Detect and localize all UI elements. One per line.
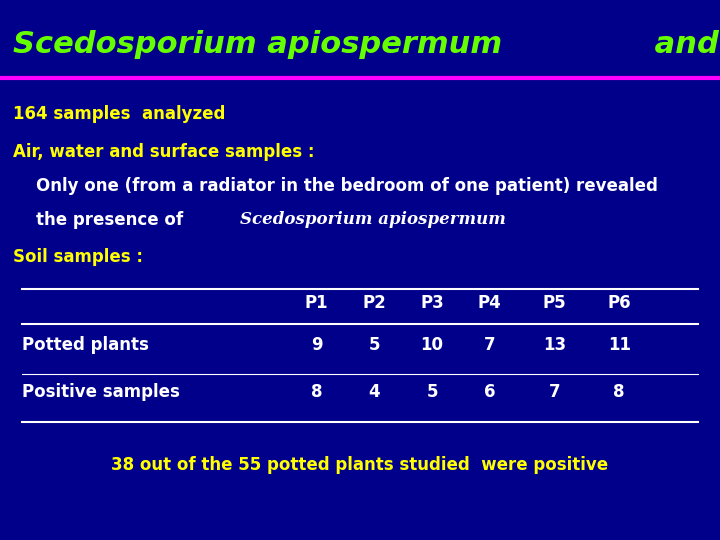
Text: 5: 5 — [426, 383, 438, 401]
Text: P5: P5 — [543, 294, 566, 312]
Text: Scedosporium apiospermum: Scedosporium apiospermum — [240, 211, 505, 227]
Text: 164 samples  analyzed: 164 samples analyzed — [13, 105, 225, 123]
Text: 11: 11 — [608, 336, 631, 354]
Text: Potted plants: Potted plants — [22, 336, 148, 354]
Text: 38 out of the 55 potted plants studied  were positive: 38 out of the 55 potted plants studied w… — [112, 456, 608, 474]
Text: 8: 8 — [613, 383, 625, 401]
Text: P6: P6 — [608, 294, 631, 312]
Text: Soil samples :: Soil samples : — [13, 248, 143, 266]
Text: Scedosporium apiospermum: Scedosporium apiospermum — [13, 30, 502, 59]
Text: Only one (from a radiator in the bedroom of one patient) revealed: Only one (from a radiator in the bedroom… — [13, 177, 658, 195]
Text: and cystic fibrosis: and cystic fibrosis — [644, 30, 720, 59]
Text: 13: 13 — [543, 336, 566, 354]
Text: Positive samples: Positive samples — [22, 383, 179, 401]
Text: P4: P4 — [478, 294, 501, 312]
Text: 4: 4 — [369, 383, 380, 401]
Text: Air, water and surface samples :: Air, water and surface samples : — [13, 143, 315, 161]
Text: P3: P3 — [420, 294, 444, 312]
Text: 8: 8 — [311, 383, 323, 401]
Text: P2: P2 — [363, 294, 386, 312]
Text: 10: 10 — [420, 336, 444, 354]
Text: P1: P1 — [305, 294, 328, 312]
Text: 5: 5 — [369, 336, 380, 354]
Text: 6: 6 — [484, 383, 495, 401]
Text: 9: 9 — [311, 336, 323, 354]
Text: 7: 7 — [549, 383, 560, 401]
Text: the presence of: the presence of — [13, 211, 189, 228]
Text: 7: 7 — [484, 336, 495, 354]
